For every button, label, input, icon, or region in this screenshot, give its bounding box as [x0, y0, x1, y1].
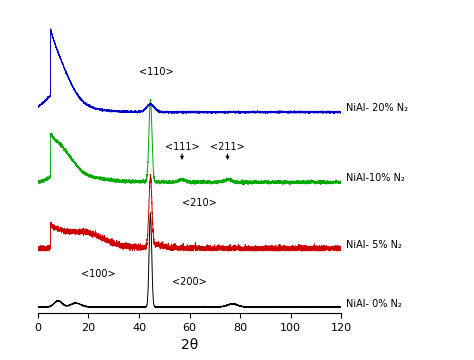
Text: NiAl- 20% N₂: NiAl- 20% N₂ — [346, 103, 408, 113]
Text: <211>: <211> — [210, 141, 245, 152]
Text: <110>: <110> — [139, 67, 174, 77]
Text: <100>: <100> — [81, 269, 116, 279]
Text: <111>: <111> — [164, 141, 200, 152]
Text: <210>: <210> — [182, 198, 217, 208]
X-axis label: 2θ: 2θ — [181, 338, 198, 352]
Text: NiAl- 0% N₂: NiAl- 0% N₂ — [346, 299, 402, 309]
Text: NiAl-10% N₂: NiAl-10% N₂ — [346, 174, 405, 183]
Text: <200>: <200> — [172, 277, 207, 287]
Text: NiAl- 5% N₂: NiAl- 5% N₂ — [346, 240, 402, 249]
